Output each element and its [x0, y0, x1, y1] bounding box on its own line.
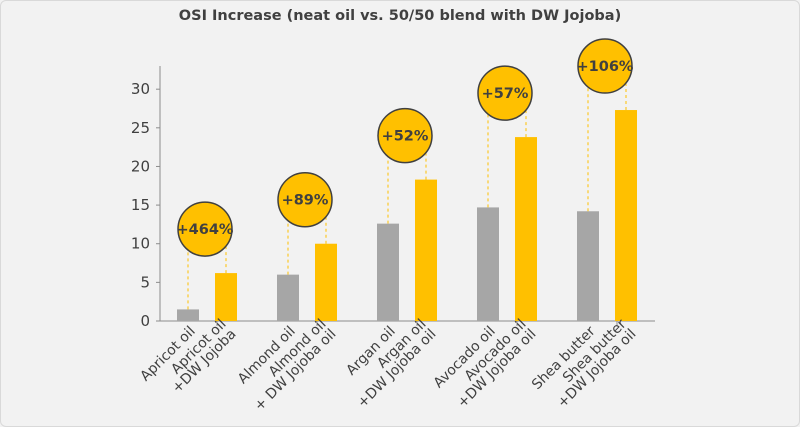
y-tick-label: 15 [131, 196, 150, 214]
increase-label: +106% [577, 59, 634, 75]
bar-neat [277, 274, 299, 321]
increase-label: +464% [177, 222, 234, 238]
increase-bubble [177, 201, 233, 257]
y-tick-label: 10 [131, 235, 150, 253]
y-tick-label: 25 [131, 119, 150, 137]
increase-bubble [277, 171, 333, 228]
increase-bubble [577, 38, 633, 94]
increase-label: +57% [482, 86, 529, 102]
bar-blend [215, 273, 237, 321]
chart-title: OSI Increase (neat oil vs. 50/50 blend w… [178, 8, 622, 24]
bar-blend [315, 243, 337, 321]
bar-blend [415, 179, 437, 321]
increase-bubble [377, 107, 433, 164]
y-tick-label: 30 [131, 80, 150, 98]
y-tick-label: 0 [140, 312, 150, 330]
increase-label: +52% [382, 129, 429, 145]
bar-neat [577, 211, 599, 321]
bar-neat [177, 309, 199, 321]
increase-label: +89% [282, 193, 329, 209]
y-tick-label: 5 [140, 273, 150, 291]
bar-neat [377, 223, 399, 321]
bar-blend [615, 110, 637, 321]
bar-neat [477, 207, 499, 321]
increase-bubble [477, 65, 533, 121]
y-tick-label: 20 [131, 157, 150, 175]
bar-blend [515, 137, 537, 321]
